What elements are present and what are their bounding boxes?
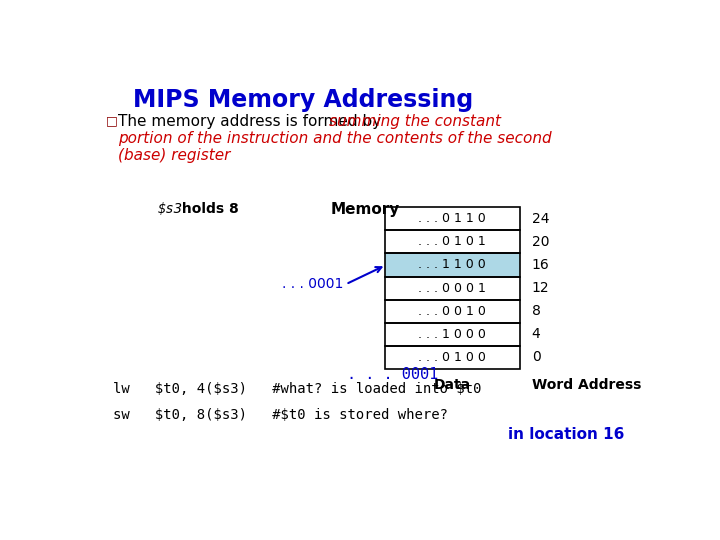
Text: 12: 12	[532, 281, 549, 295]
Text: Data: Data	[433, 378, 471, 392]
Text: $s3: $s3	[158, 202, 184, 216]
Bar	[384, 253, 520, 276]
Text: Word Address: Word Address	[532, 378, 641, 392]
Text: 16: 16	[532, 258, 549, 272]
Text: 20: 20	[532, 235, 549, 249]
Text: summing the constant: summing the constant	[329, 114, 500, 129]
Text: . . . 1 1 0 0: . . . 1 1 0 0	[418, 259, 486, 272]
Text: 4: 4	[532, 327, 541, 341]
Text: . . . 0 1 0 1: . . . 0 1 0 1	[418, 235, 486, 248]
Text: portion of the instruction and the contents of the second: portion of the instruction and the conte…	[118, 131, 552, 146]
Text: in location 16: in location 16	[508, 427, 625, 442]
Text: 24: 24	[532, 212, 549, 226]
Text: 0: 0	[532, 350, 541, 365]
Text: sw   $t0, 8($s3)   #$t0 is stored where?: sw $t0, 8($s3) #$t0 is stored where?	[113, 408, 449, 422]
Text: The memory address is formed by: The memory address is formed by	[118, 114, 386, 129]
Bar	[384, 346, 520, 369]
Text: □: □	[106, 114, 117, 127]
Bar	[384, 253, 520, 276]
Text: (base) register: (base) register	[118, 148, 230, 163]
Text: . . . 0 0 1 0: . . . 0 0 1 0	[418, 305, 486, 318]
Text: . . . 0 1 0 0: . . . 0 1 0 0	[418, 351, 486, 364]
Text: . . . 1 0 0 0: . . . 1 0 0 0	[418, 328, 486, 341]
Bar	[384, 231, 520, 253]
Text: . . . 0001: . . . 0001	[346, 367, 438, 382]
Text: 8: 8	[532, 304, 541, 318]
Bar	[384, 300, 520, 323]
Text: . . . 0 1 1 0: . . . 0 1 1 0	[418, 212, 486, 225]
Bar	[384, 323, 520, 346]
Text: Memory: Memory	[330, 202, 400, 217]
Bar	[384, 276, 520, 300]
Bar	[384, 207, 520, 231]
Text: . . . 0 0 0 1: . . . 0 0 0 1	[418, 281, 486, 295]
Text: lw   $t0, 4($s3)   #what? is loaded into $t0: lw $t0, 4($s3) #what? is loaded into $t0	[113, 382, 482, 396]
Text: MIPS Memory Addressing: MIPS Memory Addressing	[132, 88, 473, 112]
Text: holds 8: holds 8	[177, 202, 238, 216]
Text: . . . 0001: . . . 0001	[282, 277, 343, 291]
